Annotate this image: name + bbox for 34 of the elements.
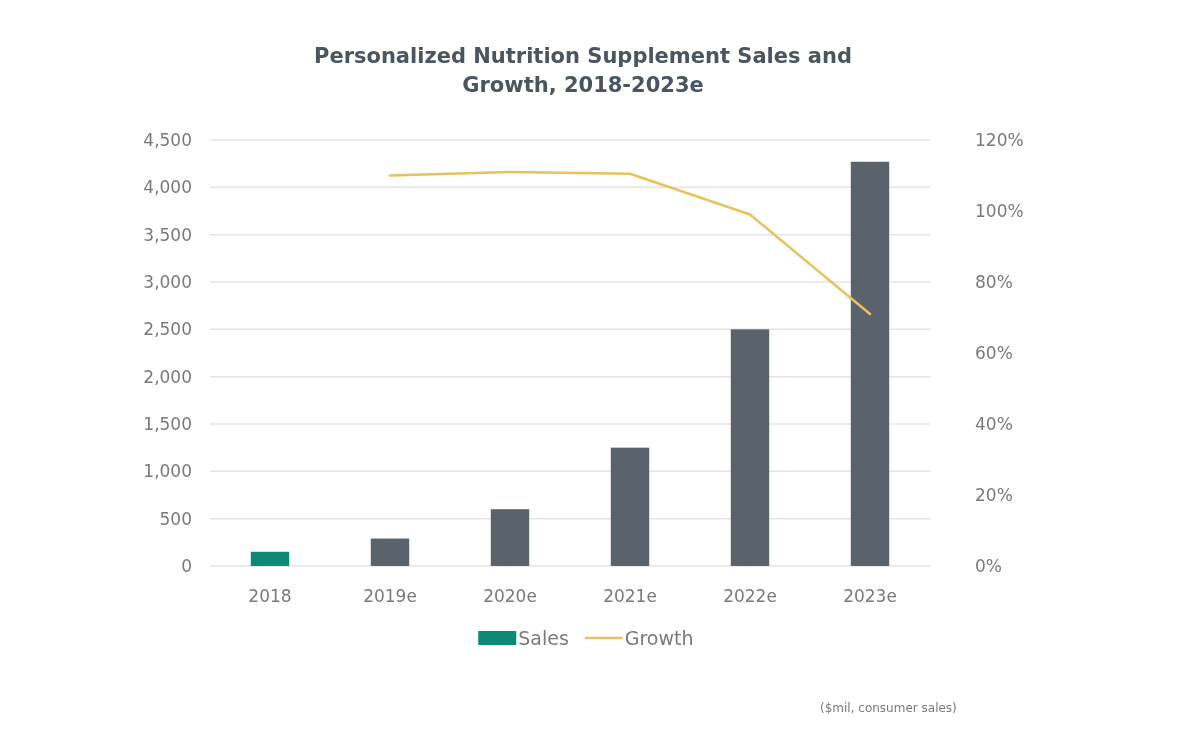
chart-title: Personalized Nutrition Supplement Sales and Growth, 2018-2023e (314, 44, 852, 97)
y-tick-label: 2,500 (143, 319, 192, 340)
y2-tick-label: 0% (975, 555, 1002, 576)
y-tick-label: 4,000 (143, 177, 192, 198)
x-tick-label: 2018 (248, 586, 292, 606)
bar (370, 538, 410, 566)
x-tick-label: 2023e (843, 586, 897, 606)
bar (850, 161, 890, 566)
y2-tick-label: 100% (975, 200, 1024, 221)
y-tick-label: 1,000 (143, 461, 192, 482)
y2-tick-label: 60% (975, 342, 1013, 363)
bar (490, 509, 530, 566)
x-tick-label: 2022e (723, 586, 777, 606)
x-tick-label: 2019e (363, 586, 417, 606)
bar (250, 551, 290, 566)
x-tick-label: 2021e (603, 586, 657, 606)
text: ($mil, consumer sales) (820, 701, 957, 715)
x-tick-label: 2020e (483, 586, 537, 606)
legend-label: Growth (624, 626, 694, 649)
line-series (388, 170, 872, 316)
y-tick-label: 3,000 (143, 271, 192, 292)
y2-tick-label: 120% (975, 129, 1024, 150)
y2-tick-label: 40% (975, 413, 1013, 434)
y-tick-label: 2,000 (143, 366, 192, 387)
legend-label: Sales (518, 626, 569, 649)
y2-tick-label: 80% (975, 271, 1013, 292)
y-tick-label: 500 (159, 508, 192, 529)
y-tick-label: 4,500 (143, 129, 192, 150)
bar (730, 329, 770, 566)
bar (610, 447, 650, 566)
y-tick-label: 0 (181, 555, 192, 576)
y2-tick-label: 20% (975, 484, 1013, 505)
y-tick-label: 3,500 (143, 224, 192, 245)
y-tick-label: 1,500 (143, 413, 192, 434)
